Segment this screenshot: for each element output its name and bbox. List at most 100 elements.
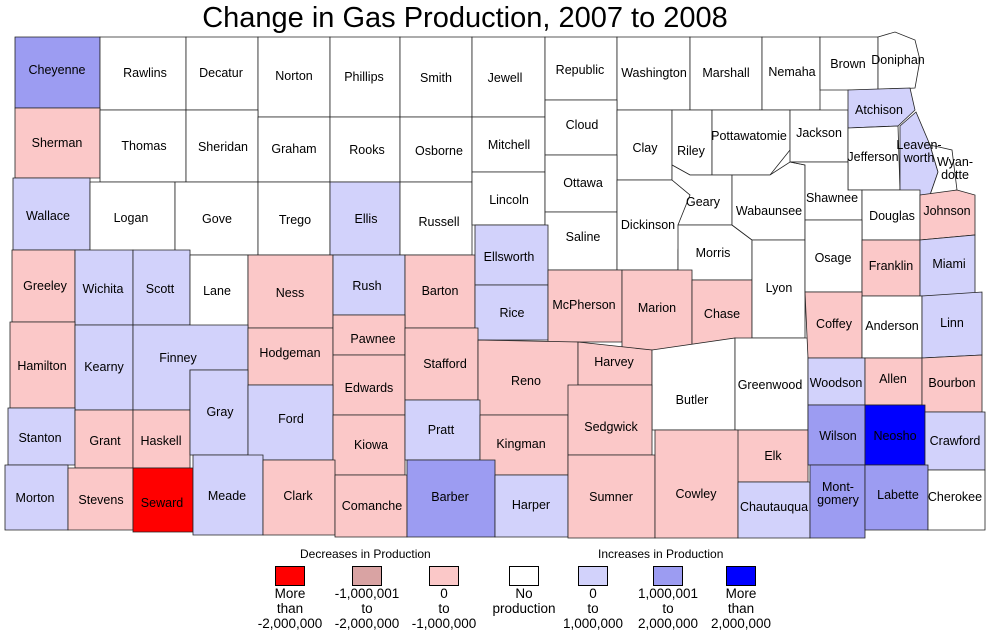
county-cowley bbox=[654, 429, 739, 539]
county-label-mont-gomery: Mont-gomery bbox=[817, 480, 859, 507]
legend-label-line: No bbox=[515, 586, 533, 601]
county-label-cowley: Cowley bbox=[676, 487, 718, 501]
county-label-anderson: Anderson bbox=[865, 319, 919, 333]
kansas-county-map: Cheyenne Rawlins Decatur Norton Phillips Smit… bbox=[4, 31, 986, 539]
county-cherokee bbox=[927, 469, 986, 531]
legend-label-line: than bbox=[276, 601, 304, 616]
legend-swatch bbox=[578, 566, 608, 586]
county-label-lane: Lane bbox=[203, 284, 231, 298]
legend-label-line: 0 bbox=[440, 586, 448, 601]
county-label-coffey: Coffey bbox=[816, 317, 853, 331]
county-label-labette: Labette bbox=[877, 488, 919, 502]
county-label-mitchell: Mitchell bbox=[488, 138, 530, 152]
county-label-rawlins: Rawlins bbox=[123, 66, 167, 80]
legend-swatch bbox=[726, 566, 756, 586]
county-label-kiowa: Kiowa bbox=[354, 438, 388, 452]
county-label-kingman: Kingman bbox=[496, 437, 545, 451]
county-label-dickinson: Dickinson bbox=[621, 218, 675, 232]
county-label-rooks: Rooks bbox=[349, 143, 384, 157]
county-label-ness: Ness bbox=[276, 286, 304, 300]
county-johnson bbox=[919, 189, 976, 241]
legend-swatch bbox=[275, 566, 305, 586]
county-label-hamilton: Hamilton bbox=[17, 359, 66, 373]
county-label-saline: Saline bbox=[566, 230, 601, 244]
legend-swatch bbox=[509, 566, 539, 586]
county-label-ellsworth: Ellsworth bbox=[484, 250, 535, 264]
county-label-allen: Allen bbox=[879, 372, 907, 386]
legend-item-none: No production bbox=[484, 566, 564, 616]
county-label-phillips: Phillips bbox=[344, 70, 384, 84]
county-label-cloud: Cloud bbox=[566, 118, 599, 132]
county-label-lincoln: Lincoln bbox=[489, 193, 529, 207]
county-label-stanton: Stanton bbox=[18, 431, 61, 445]
county-label-ottawa: Ottawa bbox=[563, 176, 603, 190]
legend-item-increase-mid: 1,000,001 to 2,000,000 bbox=[628, 566, 708, 631]
county-label-bourbon: Bourbon bbox=[928, 376, 975, 390]
county-pottawatomie bbox=[711, 109, 791, 176]
county-label-finney: Finney bbox=[159, 351, 197, 365]
legend-label-line: than bbox=[727, 601, 755, 616]
county-label-decatur: Decatur bbox=[199, 66, 243, 80]
county-label-johnson: Johnson bbox=[923, 204, 970, 218]
county-label-meade: Meade bbox=[208, 489, 246, 503]
county-label-chase: Chase bbox=[704, 307, 740, 321]
legend-item-decrease-small: 0 to -1,000,000 bbox=[404, 566, 484, 631]
county-label-brown: Brown bbox=[830, 57, 865, 71]
legend-label-line: to bbox=[587, 601, 599, 616]
legend-label-line: to bbox=[361, 601, 373, 616]
county-label-hodgeman: Hodgeman bbox=[259, 346, 320, 360]
county-label-reno: Reno bbox=[511, 374, 541, 388]
legend-label-line: to bbox=[662, 601, 674, 616]
county-label-ford: Ford bbox=[278, 412, 304, 426]
county-label-smith: Smith bbox=[420, 71, 452, 85]
legend-item-increase-large: More than 2,000,000 bbox=[701, 566, 781, 631]
legend-label-line: 2,000,000 bbox=[637, 616, 699, 631]
county-label-greenwood: Greenwood bbox=[738, 378, 803, 392]
county-label-pawnee: Pawnee bbox=[350, 332, 395, 346]
county-label-wabaunsee: Wabaunsee bbox=[736, 204, 802, 218]
legend-label-line: More bbox=[725, 586, 757, 601]
county-label-linn: Linn bbox=[940, 316, 964, 330]
county-label-edwards: Edwards bbox=[345, 381, 394, 395]
county-label-pratt: Pratt bbox=[428, 423, 455, 437]
county-label-norton: Norton bbox=[275, 69, 313, 83]
county-label-stevens: Stevens bbox=[78, 493, 123, 507]
county-label-wallace: Wallace bbox=[26, 209, 70, 223]
county-label-trego: Trego bbox=[279, 213, 311, 227]
county-label-osborne: Osborne bbox=[415, 144, 463, 158]
county-label-scott: Scott bbox=[146, 282, 175, 296]
county-label-shawnee: Shawnee bbox=[806, 191, 858, 205]
county-label-geary: Geary bbox=[686, 195, 721, 209]
county-label-clay: Clay bbox=[632, 141, 658, 155]
county-label-morris: Morris bbox=[696, 246, 731, 260]
county-label-chautauqua: Chautauqua bbox=[740, 500, 808, 514]
legend-label-line: More bbox=[274, 586, 306, 601]
county-label-rice: Rice bbox=[499, 306, 524, 320]
county-label-riley: Riley bbox=[677, 144, 706, 158]
county-label-cheyenne: Cheyenne bbox=[29, 63, 86, 77]
county-label-ellis: Ellis bbox=[355, 212, 378, 226]
legend-item-decrease-large: More than -2,000,000 bbox=[250, 566, 330, 631]
county-label-atchison: Atchison bbox=[855, 103, 903, 117]
county-riley bbox=[671, 109, 713, 176]
county-label-harvey: Harvey bbox=[594, 355, 634, 369]
county-label-wichita: Wichita bbox=[83, 282, 124, 296]
county-label-washington: Washington bbox=[621, 66, 687, 80]
county-label-mcpherson: McPherson bbox=[552, 298, 615, 312]
county-label-elk: Elk bbox=[764, 449, 782, 463]
county-label-thomas: Thomas bbox=[121, 139, 166, 153]
county-label-cherokee: Cherokee bbox=[928, 490, 982, 504]
legend-item-decrease-mid: -1,000,001 to -2,000,000 bbox=[327, 566, 407, 631]
county-label-grant: Grant bbox=[89, 434, 121, 448]
legend-label-line: to bbox=[438, 601, 450, 616]
legend-label-line: 0 bbox=[589, 586, 597, 601]
county-label-gove: Gove bbox=[202, 212, 232, 226]
county-label-franklin: Franklin bbox=[869, 259, 914, 273]
county-label-comanche: Comanche bbox=[342, 499, 402, 513]
county-label-stafford: Stafford bbox=[423, 357, 467, 371]
legend-item-increase-small: 0 to 1,000,000 bbox=[553, 566, 633, 631]
map-title: Change in Gas Production, 2007 to 2008 bbox=[202, 2, 728, 34]
county-label-clark: Clark bbox=[283, 489, 313, 503]
legend-decreases-heading: Decreases in Production bbox=[300, 547, 431, 561]
county-label-jackson: Jackson bbox=[796, 126, 842, 140]
